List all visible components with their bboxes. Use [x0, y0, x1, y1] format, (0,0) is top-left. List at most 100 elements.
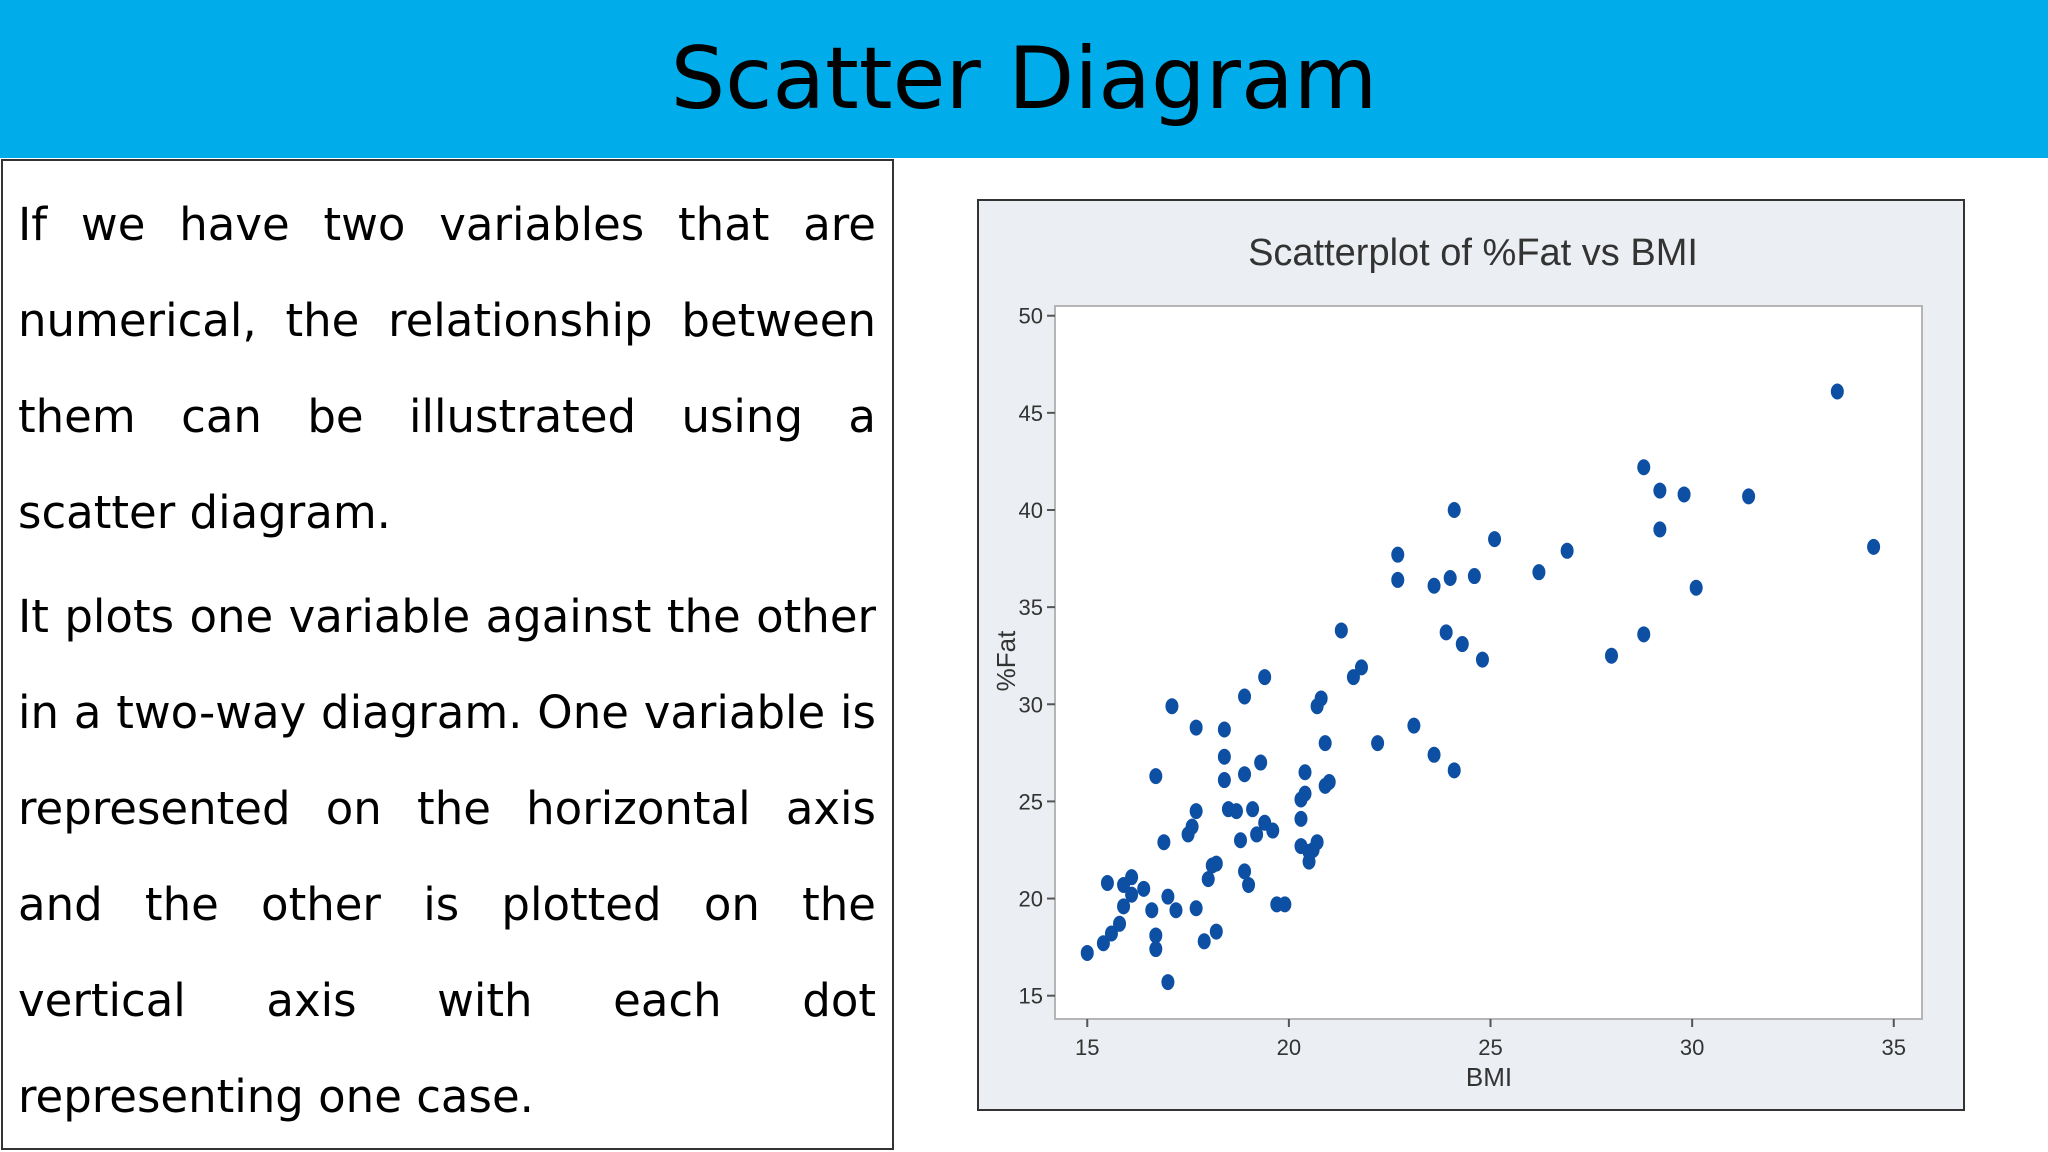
data-point	[1742, 488, 1756, 505]
y-tick-label: 25	[1019, 789, 1043, 814]
data-point	[1830, 383, 1844, 400]
data-point	[1439, 624, 1453, 641]
data-point	[1322, 773, 1336, 790]
data-point	[1447, 762, 1461, 779]
data-point	[1278, 896, 1292, 913]
data-point	[1318, 735, 1332, 752]
data-point	[1391, 546, 1405, 563]
data-point	[1185, 818, 1199, 835]
data-point	[1689, 579, 1703, 596]
scatter-chart: Scatterplot of %Fat vs BMI 15 20 25 30 35 40 4…	[991, 232, 1923, 1092]
data-point	[1334, 622, 1348, 639]
data-point	[1532, 564, 1546, 581]
data-point	[1637, 459, 1651, 476]
data-point	[1201, 871, 1215, 888]
data-point	[1217, 772, 1231, 789]
data-point	[1637, 626, 1651, 643]
data-point	[1209, 855, 1223, 872]
data-point	[1197, 933, 1211, 950]
data-point	[1407, 717, 1421, 734]
data-point	[1467, 568, 1481, 585]
y-tick-label: 30	[1019, 692, 1043, 717]
data-point	[1149, 941, 1163, 958]
data-point	[1346, 669, 1360, 686]
data-point	[1427, 746, 1441, 763]
data-point	[1165, 698, 1179, 715]
data-point	[1560, 542, 1574, 559]
data-point	[1238, 766, 1252, 783]
data-point	[1137, 880, 1151, 897]
data-point	[1104, 925, 1118, 942]
data-point	[1294, 810, 1308, 827]
chart-title: Scatterplot of %Fat vs BMI	[1248, 232, 1698, 274]
data-point	[1157, 834, 1171, 851]
data-points	[1080, 383, 1881, 991]
data-point	[1677, 486, 1691, 503]
x-axis: 15 20 25 30 35	[1075, 1019, 1906, 1060]
data-point	[1266, 822, 1280, 839]
data-point	[1238, 688, 1252, 705]
data-point	[1238, 863, 1252, 880]
data-point	[1653, 482, 1667, 499]
data-point	[1443, 569, 1457, 586]
y-tick-label: 40	[1019, 498, 1043, 523]
y-tick-label: 50	[1019, 304, 1043, 329]
data-point	[1254, 754, 1268, 771]
data-point	[1246, 801, 1260, 818]
data-point	[1080, 944, 1094, 961]
data-point	[1217, 721, 1231, 738]
data-point	[1314, 690, 1328, 707]
x-tick-label: 30	[1680, 1035, 1704, 1060]
data-point	[1233, 832, 1247, 849]
data-point	[1653, 521, 1667, 538]
data-point	[1229, 803, 1243, 820]
data-point	[1427, 577, 1441, 594]
y-axis-label: %Fat	[991, 630, 1021, 691]
data-point	[1145, 902, 1159, 919]
data-point	[1117, 898, 1131, 915]
x-tick-label: 20	[1277, 1035, 1301, 1060]
data-point	[1100, 875, 1114, 892]
data-point	[1447, 501, 1461, 518]
x-tick-label: 25	[1478, 1035, 1502, 1060]
data-point	[1604, 647, 1618, 664]
data-point	[1113, 915, 1127, 932]
y-tick-label: 35	[1019, 595, 1043, 620]
data-point	[1161, 974, 1175, 991]
y-tick-label: 15	[1019, 984, 1043, 1009]
paragraph-1: If we have two variables that are numeri…	[18, 198, 876, 539]
data-point	[1169, 902, 1183, 919]
data-point	[1161, 888, 1175, 905]
data-point	[1149, 927, 1163, 944]
y-axis: 15 20 25 30 35 40 45 50	[1019, 304, 1055, 1009]
data-point	[1250, 826, 1264, 843]
text-box: If we have two variables that are numeri…	[1, 159, 894, 1150]
data-point	[1475, 651, 1489, 668]
data-point	[1189, 803, 1203, 820]
data-point	[1310, 834, 1324, 851]
title-bar: Scatter Diagram	[0, 0, 2048, 158]
data-point	[1455, 636, 1469, 653]
data-point	[1391, 571, 1405, 588]
data-point	[1242, 876, 1256, 893]
data-point	[1371, 735, 1385, 752]
data-point	[1209, 923, 1223, 940]
y-tick-label: 45	[1019, 401, 1043, 426]
y-tick-label: 20	[1019, 887, 1043, 912]
paragraph-2: It plots one variable against the other …	[18, 590, 876, 1123]
data-point	[1149, 768, 1163, 785]
x-tick-label: 35	[1882, 1035, 1906, 1060]
x-tick-label: 15	[1075, 1035, 1099, 1060]
x-axis-label: BMI	[1466, 1062, 1512, 1092]
chart-frame: Scatterplot of %Fat vs BMI 15 20 25 30 35 40 4…	[977, 199, 1965, 1111]
data-point	[1354, 659, 1368, 676]
data-point	[1125, 886, 1139, 903]
data-point	[1125, 869, 1139, 886]
data-point	[1298, 785, 1312, 802]
data-point	[1189, 900, 1203, 917]
data-point	[1258, 669, 1272, 686]
data-point	[1488, 531, 1502, 548]
data-point	[1217, 748, 1231, 765]
data-point	[1867, 538, 1881, 555]
data-point	[1096, 935, 1110, 952]
